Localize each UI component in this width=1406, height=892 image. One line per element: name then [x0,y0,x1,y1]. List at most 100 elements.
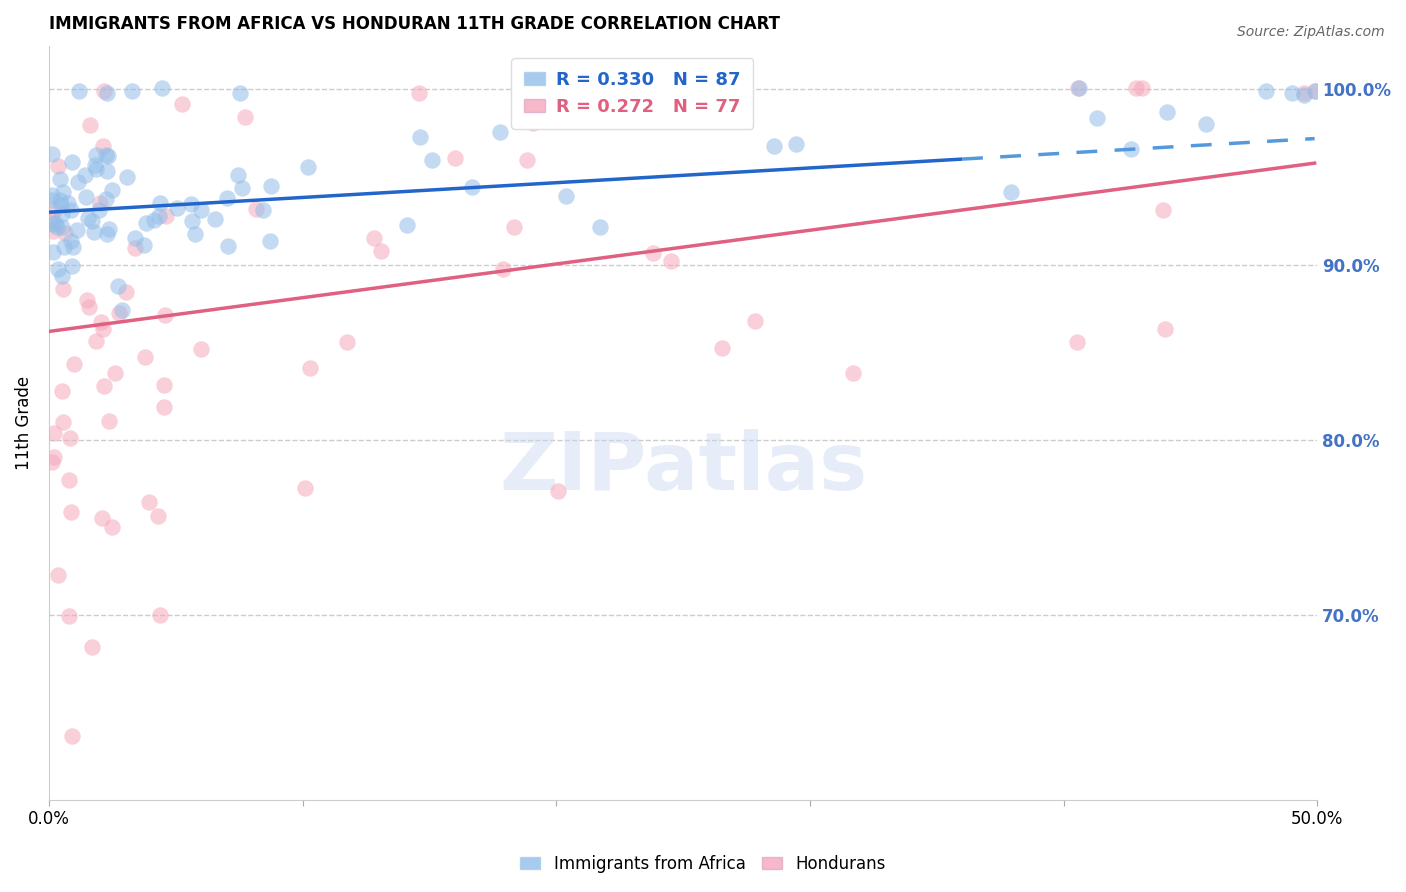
Point [107,279,129,293]
Point [89,196,111,211]
Point [97,414,120,428]
Point [148,209,170,223]
Point [184,227,207,241]
Point [48,262,70,277]
Point [115,169,138,184]
Point [204,211,226,226]
Point [41,193,63,207]
Point [842,366,865,380]
Point [711,341,734,355]
Point [42,225,65,239]
Point [1256,84,1278,98]
Point [48,172,70,186]
Point [83,158,105,172]
Point [97,149,120,163]
Legend: R = 0.330   N = 87, R = 0.272   N = 77: R = 0.330 N = 87, R = 0.272 N = 77 [512,59,754,128]
Point [42,426,65,441]
Point [503,219,526,234]
Point [363,231,385,245]
Point [121,84,143,98]
Y-axis label: 11th Grade: 11th Grade [15,376,32,470]
Point [138,495,160,509]
Point [155,210,177,224]
Point [259,234,281,248]
Legend: Immigrants from Africa, Hondurans: Immigrants from Africa, Hondurans [513,848,893,880]
Point [1085,111,1108,125]
Point [547,483,569,498]
Point [98,222,121,236]
Point [59,505,82,519]
Point [91,511,114,525]
Point [58,609,80,624]
Point [59,431,82,445]
Point [53,227,76,241]
Point [91,322,114,336]
Point [554,189,576,203]
Point [166,201,188,215]
Point [46,219,69,234]
Point [79,300,101,314]
Point [51,207,73,221]
Point [52,415,75,429]
Point [101,520,124,534]
Point [180,197,202,211]
Point [42,245,65,260]
Point [643,246,665,260]
Point [60,729,83,743]
Point [1069,80,1091,95]
Point [336,335,359,350]
Point [96,227,118,242]
Point [149,195,172,210]
Point [41,147,63,161]
Point [46,160,69,174]
Point [217,239,239,253]
Point [49,198,72,212]
Point [153,400,176,414]
Point [294,481,316,495]
Point [41,211,63,226]
Text: Source: ZipAtlas.com: Source: ZipAtlas.com [1237,25,1385,39]
Point [104,366,127,380]
Point [180,213,202,227]
Point [93,84,115,98]
Point [1294,87,1316,102]
Point [492,262,515,277]
Text: IMMIGRANTS FROM AFRICA VS HONDURAN 11TH GRADE CORRELATION CHART: IMMIGRANTS FROM AFRICA VS HONDURAN 11TH … [49,15,780,33]
Point [588,220,610,235]
Point [83,225,105,239]
Point [52,185,75,199]
Point [76,293,98,307]
Point [56,195,79,210]
Point [41,455,63,469]
Point [89,202,111,217]
Point [231,181,253,195]
Point [51,219,73,234]
Point [44,450,66,465]
Point [60,154,83,169]
Point [96,164,118,178]
Point [93,139,115,153]
Point [96,147,118,161]
Point [142,213,165,227]
Point [1156,104,1178,119]
Point [299,361,322,376]
Point [396,219,419,233]
Point [408,86,430,100]
Point [153,378,176,392]
Point [522,116,544,130]
Point [297,161,319,175]
Point [1294,86,1316,100]
Point [148,508,170,523]
Point [48,193,70,207]
Point [58,473,80,487]
Point [531,103,554,118]
Point [62,240,84,254]
Point [443,151,465,165]
Point [101,183,124,197]
Point [1303,84,1326,98]
Point [44,216,66,230]
Point [153,308,176,322]
Point [90,315,112,329]
Point [42,203,65,218]
Point [1067,80,1090,95]
